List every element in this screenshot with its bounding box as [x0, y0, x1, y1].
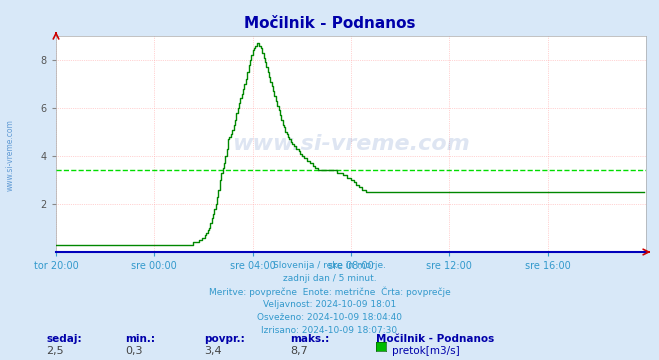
Text: www.si-vreme.com: www.si-vreme.com [232, 134, 470, 154]
Text: maks.:: maks.: [290, 334, 330, 344]
Text: Izrisano: 2024-10-09 18:07:30: Izrisano: 2024-10-09 18:07:30 [262, 326, 397, 335]
Text: www.si-vreme.com: www.si-vreme.com [5, 119, 14, 191]
Text: min.:: min.: [125, 334, 156, 344]
Text: Osveženo: 2024-10-09 18:04:40: Osveženo: 2024-10-09 18:04:40 [257, 313, 402, 322]
Text: Močilnik - Podnanos: Močilnik - Podnanos [244, 16, 415, 31]
Text: zadnji dan / 5 minut.: zadnji dan / 5 minut. [283, 274, 376, 283]
Text: Veljavnost: 2024-10-09 18:01: Veljavnost: 2024-10-09 18:01 [263, 300, 396, 309]
Text: Meritve: povprečne  Enote: metrične  Črta: povprečje: Meritve: povprečne Enote: metrične Črta:… [209, 287, 450, 297]
Text: 3,4: 3,4 [204, 346, 222, 356]
Text: Močilnik - Podnanos: Močilnik - Podnanos [376, 334, 494, 344]
Text: 0,3: 0,3 [125, 346, 143, 356]
Text: Slovenija / reke in morje.: Slovenija / reke in morje. [273, 261, 386, 270]
Text: povpr.:: povpr.: [204, 334, 245, 344]
Text: 8,7: 8,7 [290, 346, 308, 356]
Text: pretok[m3/s]: pretok[m3/s] [392, 346, 460, 356]
Text: 2,5: 2,5 [46, 346, 64, 356]
Text: sedaj:: sedaj: [46, 334, 82, 344]
